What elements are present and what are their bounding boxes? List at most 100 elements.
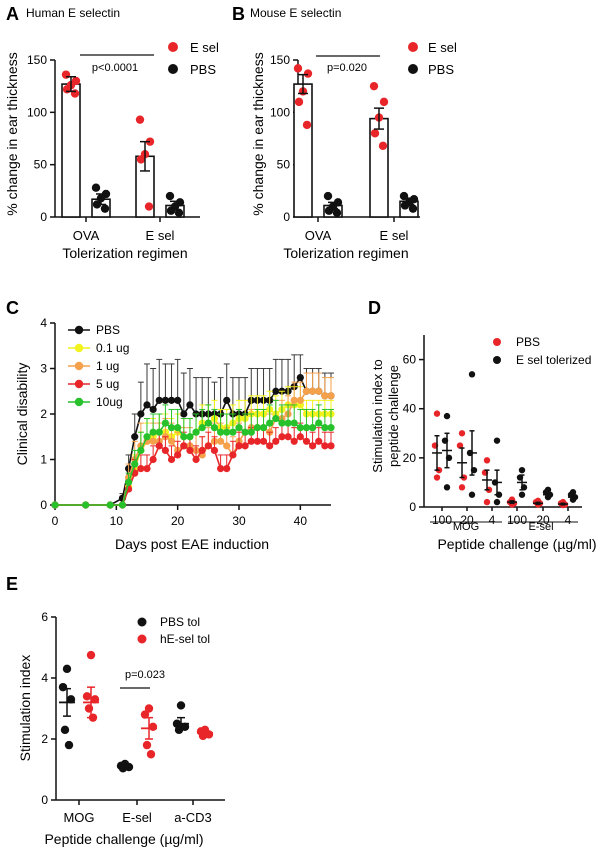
panel-e-pvalue: p=0.023 xyxy=(125,669,165,681)
panel-c-series-point-5ug-22 xyxy=(235,442,243,450)
panel-c-series-point-PBS-5 xyxy=(131,433,139,441)
panel-a-point-3-3 xyxy=(166,206,176,215)
panel-c-series-point-1ug-37 xyxy=(327,392,335,400)
panel-b-y-tick-label-50: 50 xyxy=(277,158,291,172)
panel-c-y-tick-label-4: 4 xyxy=(40,316,47,330)
panel-c-series-point-5ug-27 xyxy=(266,442,274,450)
panel-c-series-point-10ug-14 xyxy=(186,433,194,441)
panel-e-point-3-4 xyxy=(146,750,156,759)
panel-e-point-1-1 xyxy=(82,692,92,701)
panel-c-ylabel: Clinical disability xyxy=(14,363,30,466)
panel-c-x-tick-label-40: 40 xyxy=(294,514,308,528)
panel-d-group-esel: E-sel xyxy=(528,521,553,533)
panel-d-legend-esel-label: E sel tolerized xyxy=(516,353,591,367)
panel-c-series-point-5ug-10 xyxy=(161,446,169,454)
panel-d-x-tick-label-5: 4 xyxy=(565,513,572,527)
panel-e-point-1-3 xyxy=(84,704,94,713)
panel-a-title: Human E selectin xyxy=(26,6,120,20)
panel-c-series-point-5ug-35 xyxy=(315,437,323,445)
panel-e-point-4-0 xyxy=(176,701,186,710)
panel-c-x-tick-label-10: 10 xyxy=(110,514,124,528)
panel-c-series-point-PBS-12 xyxy=(174,396,182,404)
panel-d-y-tick-label-0: 0 xyxy=(409,500,416,514)
panel-b-legend-pbs-marker xyxy=(408,64,418,74)
panel-c-y-tick-label-1: 1 xyxy=(40,453,47,467)
panel-c-series-point-5ug-18 xyxy=(210,446,219,454)
panel-c-series-point-5ug-26 xyxy=(259,437,268,445)
panel-c-series-point-5ug-24 xyxy=(247,437,255,445)
panel-d-point-3-0 xyxy=(468,371,476,378)
panel-c-series-point-10ug-36 xyxy=(321,424,329,432)
panel-c-series-point-5ug-29 xyxy=(278,433,286,441)
panel-a-legend-pbs-marker xyxy=(168,64,178,74)
panel-c-series-point-10ug-27 xyxy=(266,419,274,427)
panel-c-series-point-PBS-7 xyxy=(143,401,151,409)
panel-e-category-esel: E-sel xyxy=(122,810,152,825)
panel-d-point-5-3 xyxy=(493,498,501,506)
panel-c-legend-pbs-label: PBS xyxy=(96,323,120,337)
panel-c-series-point-10ug-22 xyxy=(235,424,243,432)
panel-a-point-1-4 xyxy=(100,204,110,213)
panel-e-point-1-2 xyxy=(90,695,100,704)
panel-d-point-0-0 xyxy=(433,410,441,417)
panel-c-series-point-10ug-23 xyxy=(241,428,249,436)
panel-e-legend-pbs-marker xyxy=(137,617,147,627)
panel-d-point-1-3 xyxy=(443,484,451,491)
panel-c-series-point-10ug-1 xyxy=(82,501,90,509)
panel-c-series-point-10ug-11 xyxy=(167,424,176,432)
panel-e-point-0-1 xyxy=(58,682,68,692)
panel-b-point-3-4 xyxy=(408,204,418,213)
panel-c-series-point-5ug-34 xyxy=(309,442,317,450)
panel-a-category-esel: E sel xyxy=(146,228,175,243)
panel-c-series-point-5ug-20 xyxy=(223,465,231,473)
panel-c-series-point-10ug-32 xyxy=(296,424,304,432)
panel-c-series-point-PBS-32 xyxy=(296,374,304,382)
panel-c-series-point-5ug-23 xyxy=(241,442,249,450)
panel-a-ylabel: % change in ear thickness xyxy=(4,52,20,215)
panel-d-x-tick-label-0: 100 xyxy=(432,513,452,527)
panel-e-point-0-4 xyxy=(64,740,74,750)
panel-c-series-point-1ug-8 xyxy=(149,437,157,445)
panel-b-point-2-1 xyxy=(379,97,389,107)
panel-a-point-2-0 xyxy=(135,115,145,124)
panel-c-series-point-10ug-13 xyxy=(180,433,188,441)
panel-b-point-1-3 xyxy=(324,206,334,215)
panel-c-series-point-10ug-7 xyxy=(143,433,151,441)
panel-b-point-0-3 xyxy=(294,97,304,107)
panel-d-legend-pbs-label: PBS xyxy=(516,335,540,349)
panel-e-y-tick-label-2: 2 xyxy=(41,732,48,746)
panel-e-y-tick-label-4: 4 xyxy=(41,671,48,685)
panel-c-series-point-5ug-9 xyxy=(155,442,163,450)
panel-c-series-point-10ug-35 xyxy=(315,419,323,427)
panel-e-point-3-3 xyxy=(142,740,152,750)
panel-c-series-point-1ug-35 xyxy=(315,387,323,395)
panel-c-series-point-10ug-29 xyxy=(278,419,286,427)
panel-e-point-3-1 xyxy=(140,710,150,719)
panel-c-series-point-1ug-34 xyxy=(309,387,317,395)
panel-c-series-point-10ug-12 xyxy=(174,424,182,432)
panel-d-group-mog: MOG xyxy=(453,521,479,533)
panel-c-series-point-5ug-14 xyxy=(186,446,194,454)
panel-a-legend-pbs-label: PBS xyxy=(190,62,216,77)
panel-c-series-point-10ug-16 xyxy=(198,424,206,432)
panel-c-series-point-10ug-19 xyxy=(217,428,225,436)
panel-d-point-7-3 xyxy=(518,491,526,498)
panel-a-legend-esel-label: E sel xyxy=(190,40,219,55)
panel-c-x-tick-label-30: 30 xyxy=(232,514,246,528)
panel-c-series-point-10ug-4 xyxy=(125,478,133,486)
panel-c-series-point-5ug-13 xyxy=(180,442,188,450)
panel-letter-b: B xyxy=(232,4,245,24)
panel-a-point-3-4 xyxy=(174,208,184,218)
panel-c-series-point-PBS-14 xyxy=(186,401,194,409)
panel-e-y-tick-label-0: 0 xyxy=(41,793,48,807)
panel-c-legend-marker-1 xyxy=(74,343,84,353)
panel-d-y-tick-label-20: 20 xyxy=(403,451,417,465)
panel-c-x-tick-label-20: 20 xyxy=(171,514,185,528)
panel-d-x-tick-label-3: 100 xyxy=(507,513,527,527)
panel-a-point-0-0 xyxy=(61,70,71,79)
panel-c-series-point-5ug-12 xyxy=(174,451,182,459)
panel-a-point-3-0 xyxy=(165,191,175,201)
panel-letter-e: E xyxy=(6,574,18,594)
panel-d-ylabel: Stimulation index topeptide challenge xyxy=(370,359,401,472)
panel-c-series-point-5ug-37 xyxy=(327,442,335,450)
